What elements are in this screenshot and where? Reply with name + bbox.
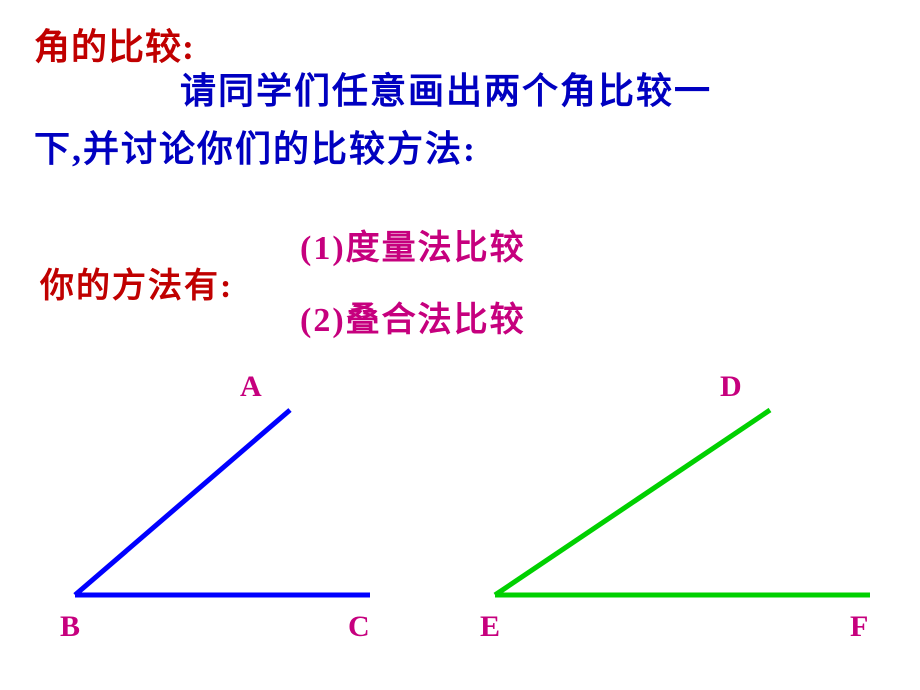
- vertex-label-F: F: [850, 610, 868, 644]
- vertex-label-D: D: [720, 370, 742, 404]
- vertex-label-C: C: [348, 610, 370, 644]
- vertex-label-B: B: [60, 610, 80, 644]
- vertex-label-E: E: [480, 610, 500, 644]
- vertex-label-A: A: [240, 370, 262, 404]
- angles-diagram: [0, 0, 920, 690]
